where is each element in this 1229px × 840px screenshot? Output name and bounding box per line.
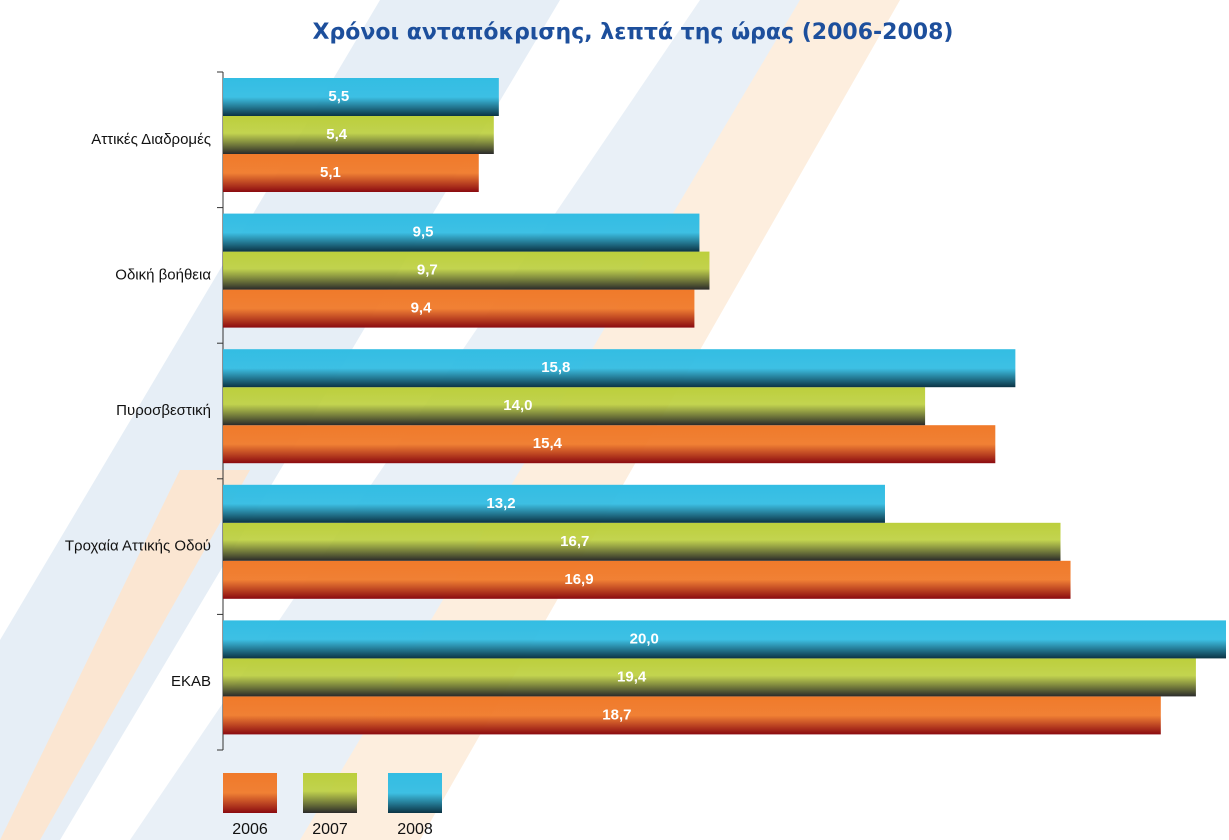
bar [223, 522, 1061, 561]
value-label: 5,1 [320, 164, 341, 181]
value-label: 20,0 [630, 630, 659, 647]
bar [223, 116, 494, 154]
category-label: Αττικές Διαδρομές [91, 131, 211, 148]
bar [223, 560, 1071, 599]
legend-swatch [223, 773, 277, 813]
value-label: 9,7 [417, 262, 438, 279]
bar [223, 387, 926, 426]
bar [223, 349, 1016, 388]
category-label: Τροχαία Αττικής Οδού [65, 538, 211, 555]
value-label: 13,2 [486, 495, 515, 512]
bar [223, 78, 499, 116]
legend-label: 2008 [397, 821, 433, 838]
value-label: 9,4 [411, 300, 433, 317]
chart-title: Χρόνοι ανταπόκρισης, λεπτά της ώρας (200… [313, 20, 954, 45]
bar [223, 620, 1226, 659]
bar [223, 484, 885, 523]
legend-swatch [303, 773, 357, 813]
bar [223, 251, 710, 290]
value-label: 18,7 [602, 706, 631, 723]
value-label: 15,8 [541, 359, 570, 376]
value-label: 5,5 [328, 88, 349, 105]
bar [223, 289, 695, 328]
legend-label: 2006 [232, 821, 268, 838]
value-label: 16,9 [564, 571, 593, 588]
category-label: Πυροσβεστική [116, 402, 211, 419]
bar [223, 154, 479, 192]
bar [223, 213, 700, 252]
category-label: Οδική βοήθεια [115, 266, 211, 283]
legend-swatch [388, 773, 442, 813]
category-label: ΕΚΑΒ [171, 673, 211, 690]
value-label: 9,5 [413, 224, 434, 241]
bar [223, 696, 1161, 735]
value-label: 19,4 [617, 668, 647, 685]
legend-label: 2007 [312, 821, 348, 838]
value-label: 14,0 [503, 397, 532, 414]
bar [223, 425, 996, 464]
value-label: 16,7 [560, 533, 589, 550]
bar [223, 658, 1196, 697]
value-label: 15,4 [533, 435, 563, 452]
value-label: 5,4 [326, 126, 348, 143]
